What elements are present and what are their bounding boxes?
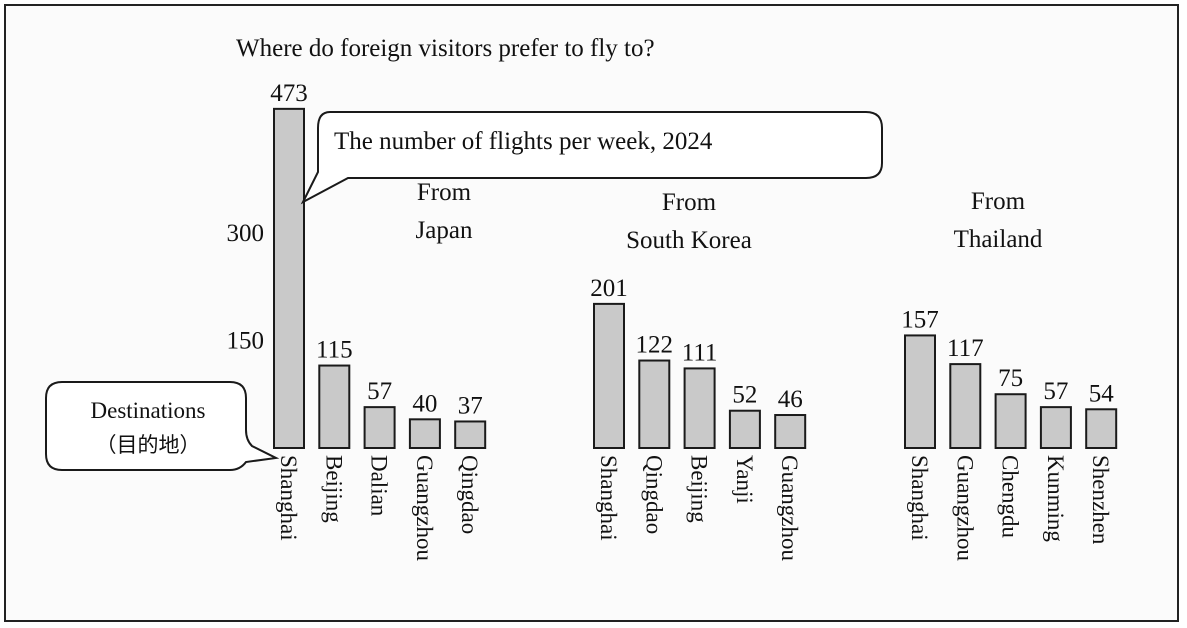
data-label: 52 [732, 382, 757, 409]
destinations-label: Destinations [91, 398, 206, 423]
category-label: Chengdu [998, 455, 1023, 539]
category-label: Guangzhou [412, 455, 437, 562]
bar [774, 414, 807, 450]
group-label-line1: From [971, 188, 1026, 215]
bar [408, 418, 441, 450]
data-label: 111 [682, 339, 718, 366]
bar [1039, 406, 1072, 450]
data-label: 40 [412, 390, 437, 417]
category-label: Guangzhou [952, 455, 977, 562]
data-label: 57 [1043, 378, 1068, 405]
destinations-callout [45, 381, 280, 471]
category-label: Shanghai [276, 455, 301, 541]
category-label: Dalian [367, 455, 392, 517]
flights-callout-text: The number of flights per week, 2024 [334, 128, 713, 155]
bar [728, 409, 761, 450]
chart-title: Where do foreign visitors prefer to fly … [236, 35, 655, 62]
flights-callout [300, 111, 883, 205]
data-label: 117 [947, 335, 984, 362]
category-label: Yanji [732, 455, 757, 504]
data-label: 75 [998, 365, 1023, 392]
bar [638, 359, 671, 449]
bar [593, 302, 625, 449]
bar [904, 334, 936, 449]
data-label: 37 [458, 392, 483, 419]
category-label: Beijing [321, 455, 346, 523]
data-label: 201 [590, 275, 628, 302]
data-label: 115 [316, 337, 353, 364]
destinations-label-sub: （目的地） [96, 433, 201, 457]
y-tick-label: 300 [227, 220, 265, 247]
group-label-line2: South Korea [626, 227, 752, 254]
data-label: 473 [270, 80, 308, 107]
bar [1085, 408, 1118, 450]
category-label: Qingdao [457, 455, 482, 534]
chart-frame [4, 4, 1179, 622]
category-label: Kunming [1043, 455, 1068, 542]
y-tick-label: 150 [227, 327, 265, 354]
category-label: Shanghai [596, 455, 621, 541]
data-label: 46 [778, 386, 803, 413]
bar [363, 406, 396, 450]
bar [683, 367, 716, 449]
category-label: Beijing [687, 455, 712, 523]
category-label: Shanghai [907, 455, 932, 541]
data-label: 122 [636, 332, 674, 359]
group-label-line1: From [417, 179, 472, 206]
bar [454, 420, 487, 450]
data-label: 57 [367, 378, 392, 405]
data-label: 54 [1089, 380, 1115, 407]
bar [949, 363, 982, 449]
bar [318, 364, 351, 450]
group-label-line2: Thailand [954, 226, 1043, 253]
category-label: Guangzhou [777, 455, 802, 562]
bar [273, 107, 305, 449]
data-label: 157 [901, 306, 939, 333]
group-label-line2: Japan [416, 217, 473, 244]
group-label-line1: From [662, 189, 717, 216]
bar [994, 393, 1027, 450]
category-label: Qingdao [641, 455, 666, 534]
category-label: Shenzhen [1088, 455, 1113, 545]
